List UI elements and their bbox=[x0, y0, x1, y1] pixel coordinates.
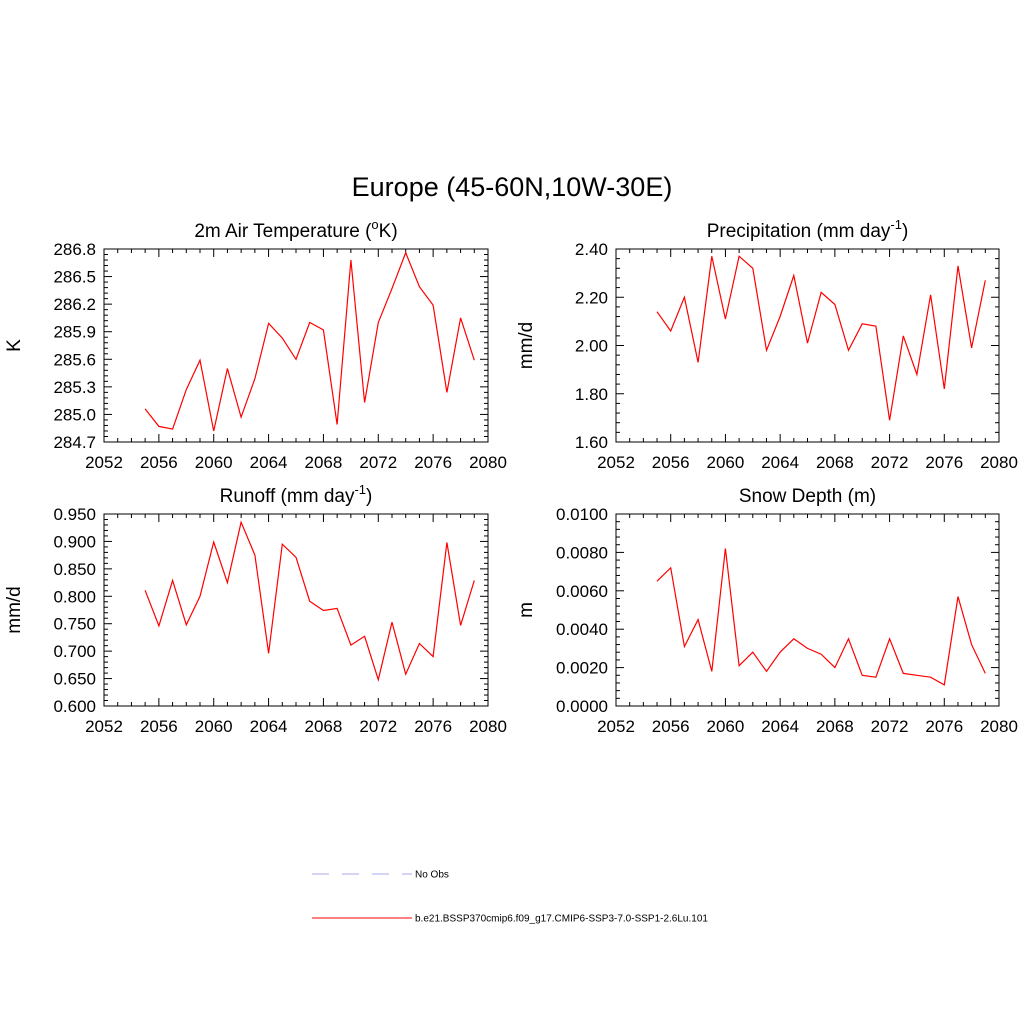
air-temperature-y-tick-label: 285.6 bbox=[53, 350, 96, 369]
runoff-panel-title: Runoff (mm day-1) bbox=[220, 482, 373, 507]
panel-grid: 2052 2056 2060 2064 2068 2072 2076 2080 284.7 285… bbox=[4, 217, 1018, 736]
panel-snow-depth: 2052 2056 2060 2064 2068 2072 2076 2080 0.0000 0.… bbox=[516, 486, 1018, 736]
runoff-x-tick-label: 2056 bbox=[140, 717, 178, 736]
legend-label: No Obs bbox=[415, 870, 449, 881]
precipitation-series-line bbox=[656, 255, 986, 421]
snow-depth-series-line bbox=[656, 548, 986, 686]
precipitation-y-tick-label: 2.00 bbox=[575, 337, 608, 356]
snow-depth-y-tick-label: 0.0000 bbox=[556, 697, 608, 716]
air-temperature-series-line bbox=[144, 251, 475, 432]
snow-depth-y-tick-label: 0.0080 bbox=[556, 543, 608, 562]
runoff-y-tick-label: 0.750 bbox=[53, 615, 96, 634]
air-temperature-y-tick-label: 286.2 bbox=[53, 295, 96, 314]
legend: No Obs b.e21.BSSP370cmip6.f09_g17.CMIP6-S… bbox=[312, 870, 708, 925]
snow-depth-y-tick-label: 0.0040 bbox=[556, 620, 608, 639]
runoff-y-tick-label: 0.700 bbox=[53, 642, 96, 661]
runoff-x-tick-label: 2080 bbox=[469, 717, 507, 736]
runoff-x-tick-label: 2076 bbox=[414, 717, 452, 736]
air-temperature-x-tick-label: 2060 bbox=[195, 453, 233, 472]
snow-depth-plot-frame bbox=[615, 513, 1000, 707]
precipitation-y-tick-label: 2.20 bbox=[575, 288, 608, 307]
precipitation-y-tick-label: 1.60 bbox=[575, 433, 608, 452]
snow-depth-x-tick-label: 2064 bbox=[761, 717, 799, 736]
runoff-x-tick-label: 2068 bbox=[305, 717, 343, 736]
precipitation-x-tick-label: 2068 bbox=[816, 453, 854, 472]
panel-air-temperature: 2052 2056 2060 2064 2068 2072 2076 2080 284.7 285… bbox=[4, 217, 507, 472]
snow-depth-y-tick-label: 0.0100 bbox=[556, 505, 608, 524]
precipitation-panel-title: Precipitation (mm day-1) bbox=[707, 217, 909, 242]
runoff-series-line bbox=[144, 520, 475, 682]
runoff-plot-frame bbox=[103, 513, 489, 707]
air-temperature-x-tick-label: 2064 bbox=[250, 453, 288, 472]
air-temperature-x-tick-label: 2072 bbox=[359, 453, 397, 472]
runoff-y-tick-label: 0.850 bbox=[53, 560, 96, 579]
precipitation-x-tick-label: 2072 bbox=[871, 453, 909, 472]
snow-depth-y-tick-label: 0.0060 bbox=[556, 582, 608, 601]
runoff-x-tick-label: 2060 bbox=[195, 717, 233, 736]
air-temperature-x-tick-label: 2068 bbox=[305, 453, 343, 472]
snow-depth-x-tick-label: 2076 bbox=[925, 717, 963, 736]
air-temperature-x-tick-label: 2056 bbox=[140, 453, 178, 472]
snow-depth-x-tick-label: 2060 bbox=[707, 717, 745, 736]
snow-depth-x-tick-label: 2080 bbox=[980, 717, 1018, 736]
legend-entry: No Obs bbox=[312, 870, 449, 881]
precipitation-x-tick-label: 2052 bbox=[597, 453, 635, 472]
panel-precipitation: 2052 2056 2060 2064 2068 2072 2076 2080 1.60 1.80… bbox=[516, 217, 1018, 472]
snow-depth-panel-title: Snow Depth (m) bbox=[739, 486, 876, 507]
air-temperature-x-tick-label: 2080 bbox=[469, 453, 507, 472]
precipitation-x-tick-label: 2060 bbox=[707, 453, 745, 472]
runoff-y-tick-label: 0.650 bbox=[53, 670, 96, 689]
runoff-y-axis-label: mm/d bbox=[4, 586, 25, 634]
runoff-y-tick-label: 0.600 bbox=[53, 697, 96, 716]
precipitation-x-tick-label: 2064 bbox=[761, 453, 799, 472]
precipitation-plot-frame bbox=[615, 248, 1000, 443]
precipitation-x-tick-label: 2080 bbox=[980, 453, 1018, 472]
snow-depth-y-tick-label: 0.0020 bbox=[556, 659, 608, 678]
runoff-x-tick-label: 2072 bbox=[359, 717, 397, 736]
precipitation-x-tick-label: 2056 bbox=[652, 453, 690, 472]
legend-label: b.e21.BSSP370cmip6.f09_g17.CMIP6-SSP3-7.… bbox=[415, 914, 708, 925]
air-temperature-plot-frame bbox=[103, 248, 489, 443]
snow-depth-x-tick-label: 2068 bbox=[816, 717, 854, 736]
air-temperature-y-tick-label: 285.9 bbox=[53, 323, 96, 342]
air-temperature-panel-title: 2m Air Temperature (oK) bbox=[194, 217, 397, 242]
precipitation-y-axis-label: mm/d bbox=[516, 322, 537, 370]
runoff-x-tick-label: 2064 bbox=[250, 717, 288, 736]
air-temperature-y-tick-label: 286.8 bbox=[53, 240, 96, 259]
air-temperature-x-tick-label: 2052 bbox=[85, 453, 123, 472]
panel-runoff: 2052 2056 2060 2064 2068 2072 2076 2080 0.600 0.6… bbox=[4, 482, 507, 736]
legend-entry: b.e21.BSSP370cmip6.f09_g17.CMIP6-SSP3-7.… bbox=[312, 914, 708, 925]
snow-depth-x-tick-label: 2072 bbox=[871, 717, 909, 736]
precipitation-x-tick-label: 2076 bbox=[925, 453, 963, 472]
runoff-x-tick-label: 2052 bbox=[85, 717, 123, 736]
air-temperature-y-tick-label: 284.7 bbox=[53, 433, 96, 452]
air-temperature-y-tick-label: 285.0 bbox=[53, 405, 96, 424]
precipitation-y-tick-label: 2.40 bbox=[575, 240, 608, 259]
air-temperature-y-tick-label: 286.5 bbox=[53, 268, 96, 287]
snow-depth-x-tick-label: 2056 bbox=[652, 717, 690, 736]
air-temperature-y-axis-label: K bbox=[4, 339, 25, 352]
air-temperature-y-tick-label: 285.3 bbox=[53, 378, 96, 397]
runoff-y-tick-label: 0.950 bbox=[53, 505, 96, 524]
air-temperature-x-tick-label: 2076 bbox=[414, 453, 452, 472]
runoff-y-tick-label: 0.900 bbox=[53, 532, 96, 551]
figure-title: Europe (45-60N,10W-30E) bbox=[352, 172, 673, 202]
snow-depth-x-tick-label: 2052 bbox=[597, 717, 635, 736]
snow-depth-y-axis-label: m bbox=[516, 602, 537, 618]
precipitation-y-tick-label: 1.80 bbox=[575, 385, 608, 404]
runoff-y-tick-label: 0.800 bbox=[53, 587, 96, 606]
